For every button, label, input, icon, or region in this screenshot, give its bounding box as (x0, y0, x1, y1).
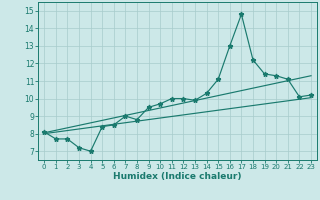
X-axis label: Humidex (Indice chaleur): Humidex (Indice chaleur) (113, 172, 242, 181)
